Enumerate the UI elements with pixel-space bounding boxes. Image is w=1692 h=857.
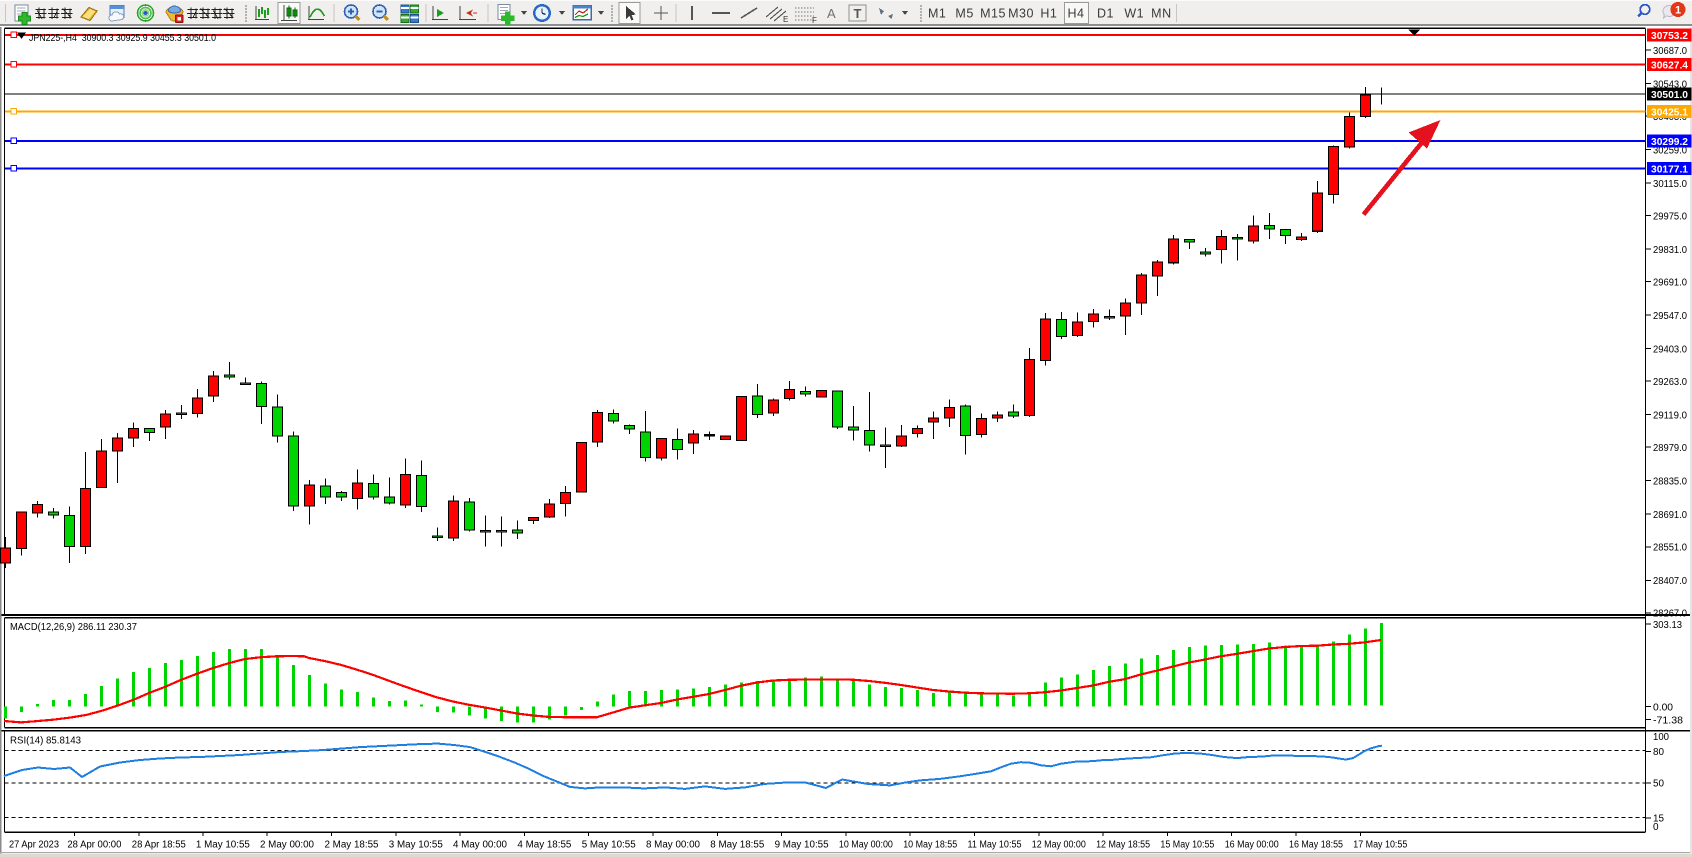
svg-text:15: 15 [1653,814,1664,825]
svg-text:2 May 00:00: 2 May 00:00 [260,840,314,851]
svg-text:0.00: 0.00 [1653,702,1673,713]
svg-text:28407.0: 28407.0 [1653,576,1687,587]
svg-text:16 May 18:55: 16 May 18:55 [1289,840,1343,851]
svg-text:30687.0: 30687.0 [1653,46,1687,57]
svg-text:29263.0: 29263.0 [1653,377,1687,388]
svg-text:16 May 00:00: 16 May 00:00 [1225,840,1279,851]
svg-text:2 May 18:55: 2 May 18:55 [325,840,379,851]
svg-text:30501.0: 30501.0 [1651,89,1688,101]
svg-text:H4: H4 [1068,7,1085,21]
svg-text:W1: W1 [1124,7,1144,21]
svg-text:30543.0: 30543.0 [1653,79,1687,90]
svg-text:80: 80 [1653,747,1664,758]
svg-text:30627.4: 30627.4 [1651,60,1688,72]
svg-text:30425.1: 30425.1 [1651,107,1688,119]
svg-text:M15: M15 [980,7,1006,21]
svg-text:1 May 10:55: 1 May 10:55 [196,840,250,851]
svg-text:10 May 00:00: 10 May 00:00 [839,840,893,851]
svg-text:29119.0: 29119.0 [1653,411,1687,422]
svg-text:27 Apr 2023: 27 Apr 2023 [9,840,59,851]
svg-text:30177.1: 30177.1 [1651,164,1688,176]
svg-text:29831.0: 29831.0 [1653,245,1687,256]
svg-text:M30: M30 [1008,7,1034,21]
svg-text:30259.0: 30259.0 [1653,145,1687,156]
svg-text:29403.0: 29403.0 [1653,344,1687,355]
svg-text:12 May 18:55: 12 May 18:55 [1096,840,1150,851]
svg-text:RSI(14) 85.8143: RSI(14) 85.8143 [10,736,81,747]
svg-text:M5: M5 [955,7,973,21]
svg-text:303.13: 303.13 [1653,620,1682,631]
svg-text:0: 0 [1653,822,1659,833]
svg-text:M1: M1 [928,7,946,21]
svg-text:29547.0: 29547.0 [1653,311,1687,322]
svg-text:50: 50 [1653,779,1664,790]
svg-text:MACD(12,26,9) 286.11 230.37: MACD(12,26,9) 286.11 230.37 [10,622,137,633]
svg-text:15 May 10:55: 15 May 10:55 [1160,840,1214,851]
svg-text:28267.0: 28267.0 [1653,609,1687,620]
svg-text:29975.0: 29975.0 [1653,211,1687,222]
svg-text:100: 100 [1653,732,1669,743]
svg-text:H1: H1 [1040,7,1057,21]
svg-text:JPN225-,H4 30900.3 30925.9 30: JPN225-,H4 30900.3 30925.9 30455.3 30501… [29,32,216,44]
svg-text:30753.2: 30753.2 [1651,30,1688,42]
svg-text:28979.0: 28979.0 [1653,443,1687,454]
svg-text:17 May 10:55: 17 May 10:55 [1353,840,1407,851]
svg-text:10 May 18:55: 10 May 18:55 [903,840,957,851]
svg-text:9 May 10:55: 9 May 10:55 [775,840,829,851]
svg-text:28551.0: 28551.0 [1653,543,1687,554]
svg-text:-71.38: -71.38 [1653,715,1683,726]
svg-text:30299.2: 30299.2 [1651,136,1688,148]
svg-text:8 May 18:55: 8 May 18:55 [710,840,764,851]
svg-text:29691.0: 29691.0 [1653,277,1687,288]
svg-text:11 May 10:55: 11 May 10:55 [968,840,1022,851]
svg-text:E: E [783,15,788,24]
svg-text:28835.0: 28835.0 [1653,477,1687,488]
svg-text:28691.0: 28691.0 [1653,510,1687,521]
svg-text:T: T [854,6,862,21]
svg-text:12 May 00:00: 12 May 00:00 [1032,840,1086,851]
svg-text:4 May 18:55: 4 May 18:55 [517,840,571,851]
svg-text:3 May 10:55: 3 May 10:55 [389,840,443,851]
svg-text:D1: D1 [1097,7,1114,21]
svg-text:5 May 10:55: 5 May 10:55 [582,840,636,851]
svg-text:4 May 00:00: 4 May 00:00 [453,840,507,851]
svg-text:F: F [812,16,817,25]
svg-text:28 Apr 18:55: 28 Apr 18:55 [132,840,186,851]
svg-text:1: 1 [1675,5,1681,17]
svg-text:8 May 00:00: 8 May 00:00 [646,840,700,851]
svg-text:30115.0: 30115.0 [1653,179,1687,190]
svg-text:A: A [827,6,836,21]
svg-text:MN: MN [1151,7,1171,21]
svg-text:28 Apr 00:00: 28 Apr 00:00 [67,840,121,851]
